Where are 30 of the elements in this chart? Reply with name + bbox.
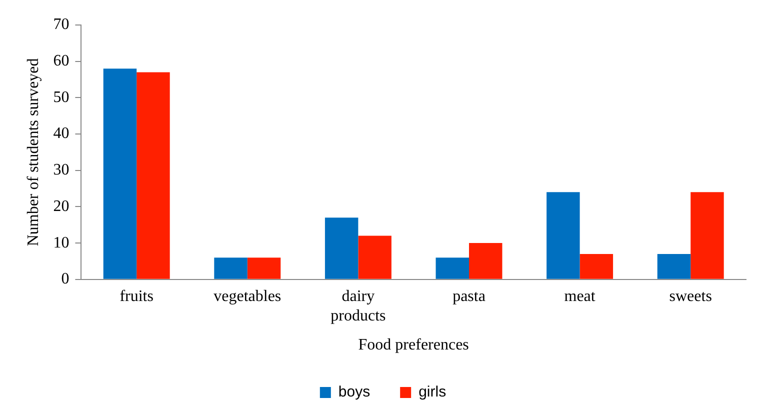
- y-tick-label: 20: [53, 198, 70, 215]
- y-tick-label: 40: [53, 125, 70, 142]
- bar: [469, 243, 502, 279]
- bar: [546, 192, 580, 279]
- bar: [690, 192, 724, 279]
- y-tick-label: 70: [53, 16, 70, 34]
- y-tick-label: 30: [53, 162, 70, 179]
- x-tick-label: sweets: [669, 288, 712, 306]
- bar: [580, 254, 614, 279]
- x-tick-label: vegetables: [214, 288, 282, 306]
- y-tick-label: 10: [53, 234, 70, 252]
- x-tick-label: dairy products: [330, 288, 386, 324]
- x-tick-label: meat: [564, 288, 596, 306]
- bar: [136, 72, 170, 279]
- legend-label: boys: [338, 384, 370, 401]
- y-tick-label: 50: [53, 88, 70, 106]
- bar: [657, 254, 691, 279]
- x-tick-label: pasta: [452, 288, 486, 306]
- x-tick-label: fruits: [120, 288, 154, 306]
- bar: [247, 258, 281, 279]
- legend-label: girls: [418, 384, 446, 401]
- bar: [214, 258, 248, 279]
- y-axis-title: Number of students surveyed: [24, 58, 42, 246]
- bar: [436, 258, 469, 279]
- y-tick-label: 60: [53, 52, 70, 70]
- y-tick-label: 0: [61, 270, 70, 288]
- bar: [103, 68, 137, 279]
- bar: [358, 236, 392, 279]
- bar: [324, 218, 358, 279]
- x-axis-title: Food preferences: [358, 336, 469, 354]
